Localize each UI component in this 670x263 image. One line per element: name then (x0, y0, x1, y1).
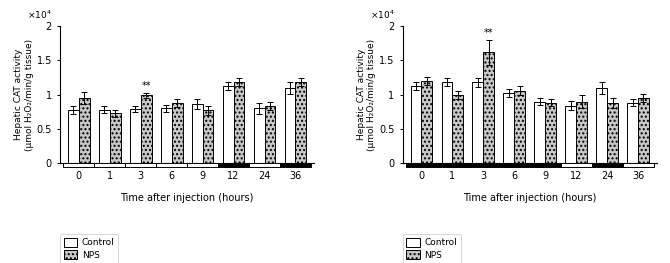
Bar (442, 82, 452, 163)
X-axis label: Time after injection (hours): Time after injection (hours) (121, 193, 254, 203)
Bar (156, 163, 187, 167)
Bar (222, 86, 234, 163)
Bar (530, 163, 561, 167)
Y-axis label: Hepatic CAT activity
(μmol H₂O₂/min/g tissue): Hepatic CAT activity (μmol H₂O₂/min/g ti… (357, 39, 377, 151)
Bar (468, 163, 498, 167)
Bar (295, 82, 306, 163)
Bar (234, 82, 245, 163)
Bar (94, 163, 125, 167)
Bar (421, 81, 432, 163)
Bar (411, 86, 421, 163)
Bar (202, 110, 214, 163)
Bar (483, 52, 494, 163)
Y-axis label: Hepatic CAT activity
(μmol H₂O₂/min/g tissue): Hepatic CAT activity (μmol H₂O₂/min/g ti… (15, 39, 34, 151)
Legend: Control, NPS: Control, NPS (60, 234, 119, 263)
Bar (592, 163, 622, 167)
Bar (249, 163, 280, 167)
Bar (68, 110, 79, 163)
Bar (406, 163, 437, 167)
Bar (545, 103, 556, 163)
Legend: Control, NPS: Control, NPS (403, 234, 461, 263)
Bar (576, 102, 587, 163)
Bar (79, 98, 90, 163)
Bar (638, 98, 649, 163)
Text: $\times10^4$: $\times10^4$ (27, 8, 52, 21)
Bar (452, 95, 463, 163)
Bar (110, 113, 121, 163)
Bar (130, 109, 141, 163)
Text: **: ** (484, 28, 494, 38)
Bar (254, 108, 265, 163)
Bar (265, 106, 275, 163)
Text: **: ** (141, 80, 151, 90)
Bar (192, 104, 202, 163)
Bar (535, 102, 545, 163)
Bar (565, 106, 576, 163)
Bar (596, 88, 607, 163)
Bar (99, 110, 110, 163)
Bar (285, 88, 295, 163)
Text: $\times10^4$: $\times10^4$ (370, 8, 395, 21)
Bar (64, 163, 94, 167)
Bar (172, 103, 182, 163)
Bar (561, 163, 592, 167)
Bar (607, 103, 618, 163)
Bar (498, 163, 530, 167)
Bar (627, 103, 638, 163)
Bar (141, 95, 151, 163)
Bar (161, 108, 172, 163)
Bar (472, 82, 483, 163)
Bar (218, 163, 249, 167)
Bar (187, 163, 218, 167)
Bar (515, 90, 525, 163)
Bar (437, 163, 468, 167)
Bar (125, 163, 156, 167)
Bar (622, 163, 653, 167)
X-axis label: Time after injection (hours): Time after injection (hours) (463, 193, 596, 203)
Bar (280, 163, 311, 167)
Bar (503, 93, 515, 163)
